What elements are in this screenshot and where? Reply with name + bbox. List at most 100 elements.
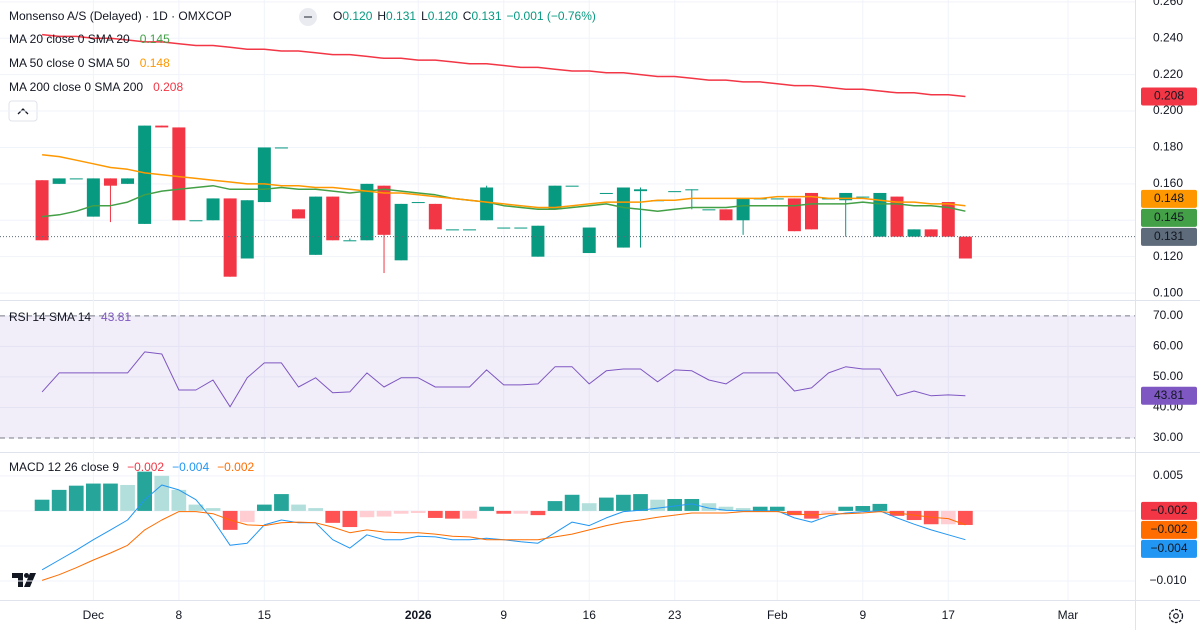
- gear-outer[interactable]: [1168, 608, 1184, 624]
- histogram-bar: [120, 484, 135, 511]
- candle-body: [240, 200, 254, 259]
- ohlc-label: H: [377, 9, 386, 23]
- pane: [0, 0, 1135, 300]
- header-button[interactable]: [299, 8, 317, 26]
- histogram-bar: [68, 485, 84, 511]
- pane: [0, 300, 1135, 452]
- x-tick-label: 16: [583, 608, 597, 622]
- histogram-bar: [496, 510, 512, 514]
- histogram-bar: [598, 497, 614, 511]
- candle-body: [548, 185, 562, 210]
- candle-body: [172, 127, 186, 221]
- axis-badge: [1141, 208, 1197, 227]
- histogram-bar: [137, 471, 153, 511]
- legend: Monsenso A/S (Delayed) · 1D · OMXCOP: [9, 9, 232, 23]
- y-tick-label: 0.240: [1153, 30, 1183, 44]
- y-tick-label: 0.260: [1153, 0, 1183, 8]
- candle-body: [702, 209, 716, 211]
- candle-body: [121, 178, 135, 184]
- pane: [0, 452, 1135, 600]
- x-tick-label: 9: [500, 608, 507, 622]
- candle-body: [582, 227, 596, 254]
- legend: MA 200 close 0 SMA 200 0.208: [9, 80, 183, 94]
- histogram-bar: [342, 510, 358, 528]
- candle-body: [223, 198, 237, 277]
- ohlc-label: O: [333, 9, 342, 23]
- price-change: −0.001 (−0.76%): [507, 9, 596, 23]
- gear-inner: [1173, 613, 1179, 619]
- y-tick-label: 0.160: [1153, 176, 1183, 190]
- candle-body: [309, 196, 323, 255]
- axis-badge: [1141, 520, 1197, 539]
- candle-body: [394, 203, 408, 261]
- candle-body: [35, 180, 49, 241]
- histogram-bar: [86, 483, 101, 511]
- axis-badge-label: 0.131: [1154, 229, 1184, 243]
- histogram-bar: [256, 504, 272, 511]
- header-title: Monsenso A/S (Delayed) · 1D · OMXCOP: [9, 9, 232, 23]
- y-tick-label: 0.220: [1153, 67, 1183, 81]
- legend-value: 0.208: [153, 80, 183, 94]
- histogram-bar: [530, 510, 546, 516]
- axis-badge-label: 0.148: [1154, 191, 1184, 205]
- x-tick-label: Feb: [767, 608, 788, 622]
- histogram-bar: [787, 510, 802, 516]
- x-tick-label: 17: [942, 608, 956, 622]
- y-tick-label: 0.005: [1153, 468, 1183, 482]
- axis-badge-label: −0.004: [1150, 541, 1187, 555]
- histogram-bar: [274, 494, 289, 511]
- candle-body: [770, 198, 784, 200]
- axis-badge-label: −0.002: [1150, 522, 1187, 536]
- x-tick-label: 15: [258, 608, 272, 622]
- histogram-bar: [479, 506, 494, 511]
- logo-v: [24, 573, 36, 587]
- histogram-bar: [735, 508, 751, 511]
- candle-body: [138, 125, 152, 224]
- candle-body: [907, 229, 921, 237]
- series-line: [42, 153, 966, 209]
- legend-name: MA 200 close 0 SMA 200: [9, 80, 143, 94]
- candle-body: [565, 185, 579, 187]
- candle-body: [69, 178, 83, 180]
- logo[interactable]: [9, 564, 41, 596]
- candle-body: [377, 185, 391, 235]
- histogram-bar: [564, 494, 580, 511]
- y-tick-label: 0.100: [1153, 285, 1183, 299]
- candle-body: [941, 202, 955, 237]
- candle-body: [360, 183, 374, 241]
- axis-badge: [1141, 539, 1197, 558]
- logo-t: [12, 573, 23, 587]
- candle-body: [411, 202, 425, 204]
- candle-body: [514, 227, 528, 229]
- histogram-bar: [958, 510, 973, 525]
- histogram-bar: [325, 510, 341, 523]
- histogram-bar: [239, 510, 255, 523]
- candle-body: [480, 187, 494, 221]
- legend-name: MACD 12 26 close 9: [9, 460, 119, 474]
- histogram-bar: [462, 510, 477, 519]
- legend-value: −0.002: [217, 460, 254, 474]
- histogram-bar: [291, 504, 306, 511]
- candle-body: [685, 189, 699, 191]
- x-tick-label: 23: [668, 608, 682, 622]
- candle-body: [924, 229, 938, 237]
- candle-body: [103, 178, 117, 186]
- histogram-bar: [633, 494, 648, 511]
- histogram-bar: [684, 498, 700, 511]
- legend-name: RSI 14 SMA 14: [9, 310, 91, 324]
- histogram-bar: [103, 483, 118, 511]
- candle-body: [257, 147, 271, 203]
- logo-background: [9, 564, 41, 596]
- axis-badge: [1141, 87, 1197, 106]
- ohlc-label: L: [421, 9, 428, 23]
- candle-body: [274, 147, 288, 149]
- ohlc-value: 0.131: [471, 9, 501, 23]
- histogram-bar: [393, 510, 409, 514]
- settings-button[interactable]: [1168, 608, 1184, 624]
- axis-badge-label: 0.145: [1154, 210, 1184, 224]
- histogram-bar: [308, 508, 323, 511]
- histogram-bar: [188, 504, 204, 511]
- histogram-bar: [445, 510, 460, 519]
- ohlc-value: 0.120: [342, 9, 372, 23]
- candle-body: [445, 229, 459, 231]
